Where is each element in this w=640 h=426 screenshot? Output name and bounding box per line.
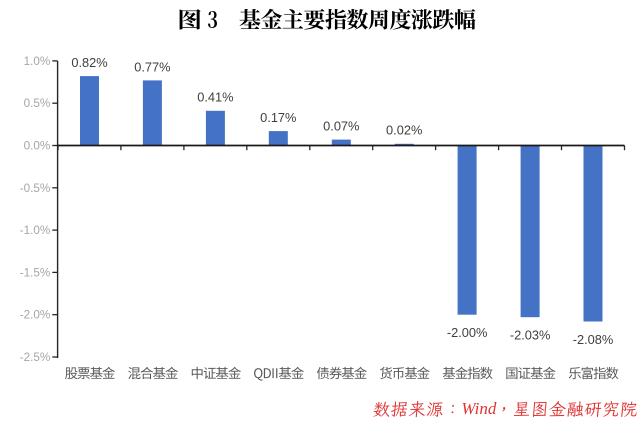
svg-text:-2.08%: -2.08% (573, 332, 614, 347)
svg-text:-1.0%: -1.0% (20, 224, 51, 237)
svg-text:0.02%: 0.02% (386, 123, 422, 138)
svg-text:-2.0%: -2.0% (20, 309, 51, 322)
svg-text:0.17%: 0.17% (260, 110, 296, 125)
svg-text:-2.00%: -2.00% (447, 325, 488, 340)
svg-text:0.07%: 0.07% (323, 119, 359, 134)
svg-text:-2.5%: -2.5% (20, 351, 51, 364)
svg-text:Wind: Wind (461, 399, 496, 418)
svg-text:-0.5%: -0.5% (20, 182, 51, 195)
svg-text:-1.5%: -1.5% (20, 266, 51, 279)
svg-text:-2.03%: -2.03% (510, 328, 551, 343)
svg-text:0.77%: 0.77% (134, 59, 170, 74)
svg-text:1.0%: 1.0% (24, 55, 51, 68)
svg-text:0.82%: 0.82% (71, 55, 107, 70)
svg-text:0.41%: 0.41% (197, 90, 233, 105)
svg-text:0.5%: 0.5% (24, 97, 51, 110)
svg-text:0.0%: 0.0% (24, 140, 51, 153)
